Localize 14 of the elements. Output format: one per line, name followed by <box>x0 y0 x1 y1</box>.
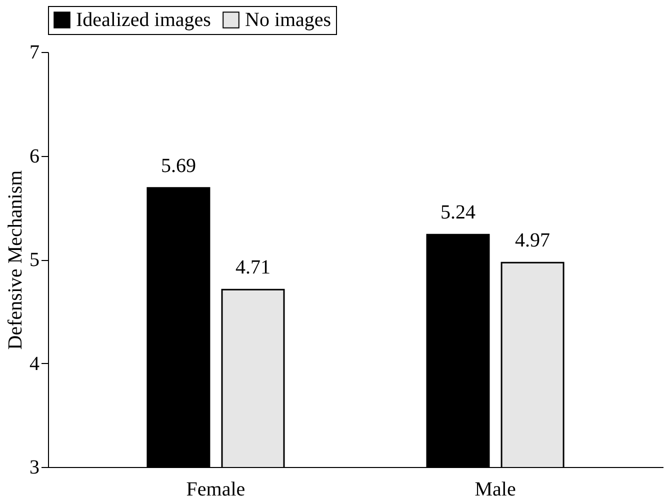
data-label: 4.97 <box>515 230 550 252</box>
data-label: 5.24 <box>440 202 476 224</box>
y-axis-title: Defensive Mechanism <box>4 170 26 350</box>
y-tick-label: 5 <box>30 249 40 271</box>
y-tick-label: 4 <box>30 352 40 375</box>
x-tick-label: Female <box>186 478 246 500</box>
legend-label: Idealized images <box>76 9 212 31</box>
y-tick-label: 7 <box>30 42 40 64</box>
legend-label: No images <box>245 9 332 31</box>
data-label: 5.69 <box>160 154 196 177</box>
y-tick-label: 3 <box>30 456 40 478</box>
y-tick-label: 6 <box>30 145 40 168</box>
x-tick-label: Male <box>474 478 516 500</box>
data-label: 4.71 <box>236 256 270 279</box>
